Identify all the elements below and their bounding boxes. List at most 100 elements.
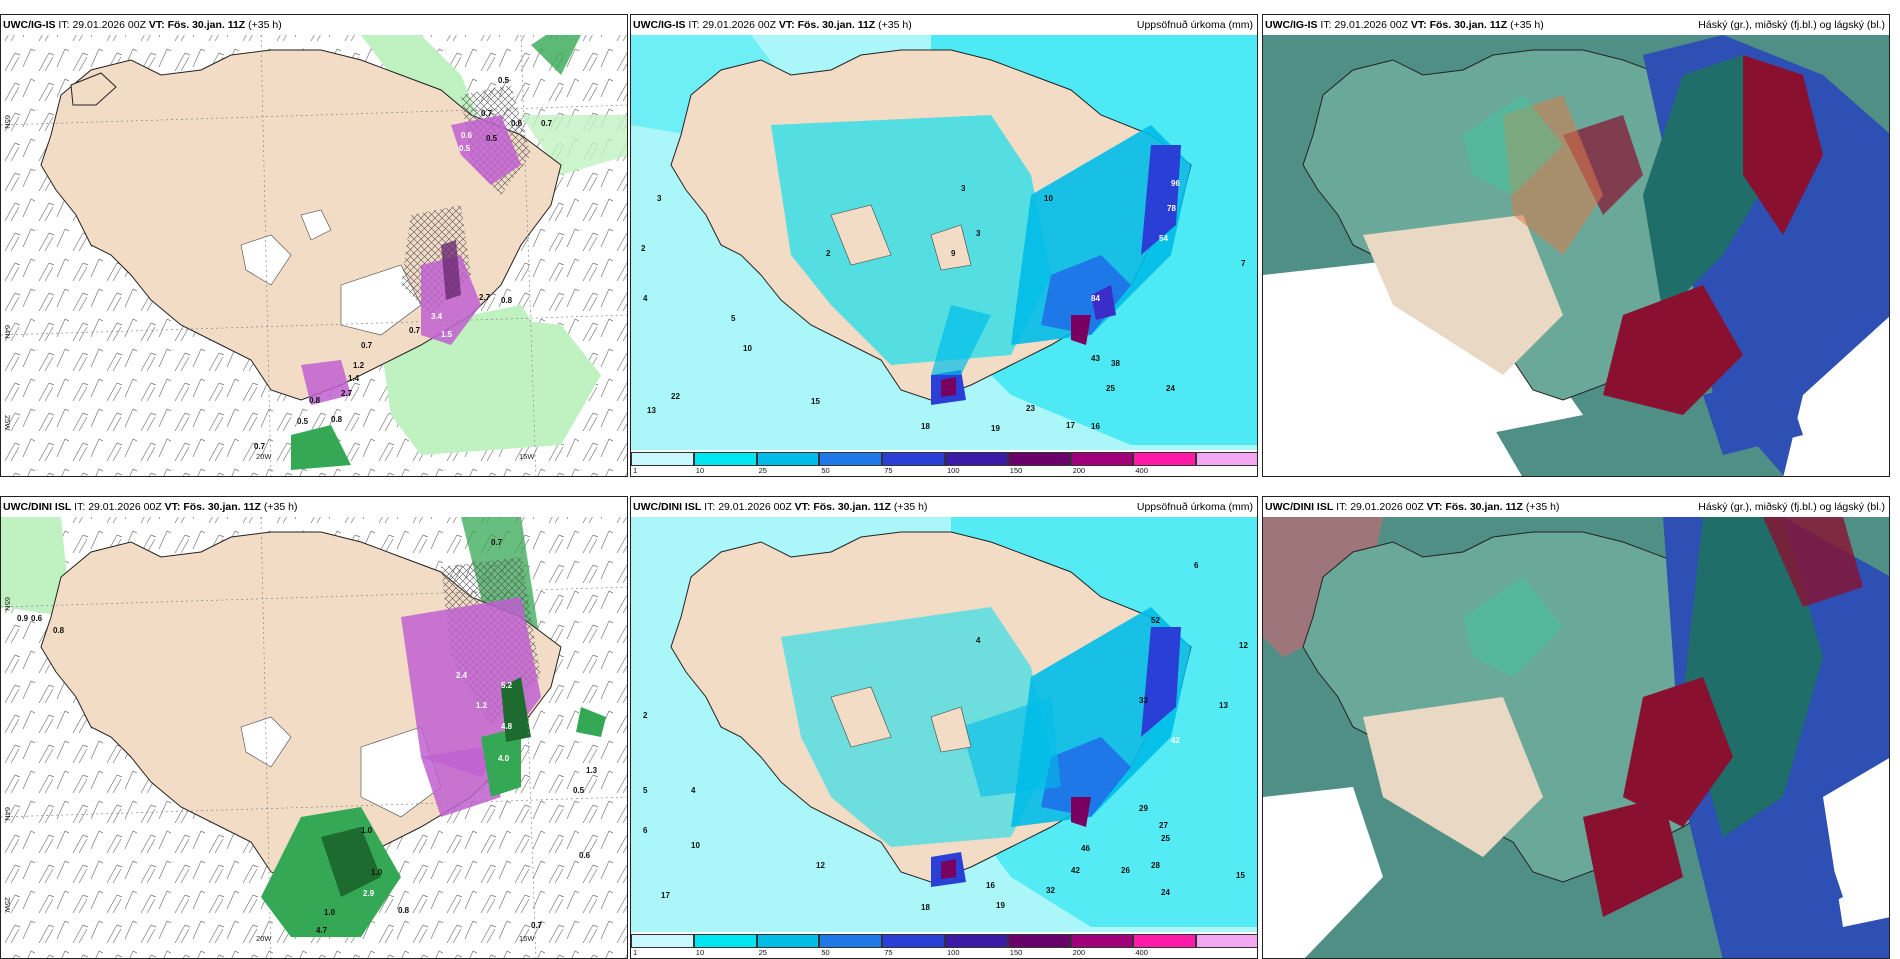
value-label: 16 [986,881,995,890]
value-label: 23 [1026,404,1035,413]
legend-swatch [819,934,883,948]
value-label: 0.5 [459,144,471,153]
legend-swatch [945,452,1008,466]
value-label: 3 [961,184,966,193]
panel-dini-clouds: UWC/DINI ISL IT: 29.01.2026 00Z VT: Fös.… [1262,496,1890,959]
panel-igis-clouds: UWC/IG-IS IT: 29.01.2026 00Z VT: Fös. 30… [1262,14,1890,477]
value-label: 4.8 [501,722,513,731]
value-label: 1.2 [476,701,488,710]
precip-legend: 1 10 25 50 75 100 150 200 400 [631,932,1257,958]
legend-swatch [631,452,694,466]
legend-swatch [1070,934,1134,948]
legend-swatch [1007,452,1071,466]
value-label: 0.7 [254,442,266,451]
value-label: 78 [1167,204,1176,213]
value-label: 28 [1151,861,1160,870]
value-label: 2.7 [479,293,491,302]
value-label: 10 [1044,194,1053,203]
value-label: 1.0 [361,826,373,835]
map-canvas [631,15,1257,476]
value-label: 17 [1066,421,1075,430]
value-label: 1.0 [324,908,336,917]
value-label: 42 [1071,866,1080,875]
value-label: 43 [1091,354,1100,363]
panel-header: UWC/DINI ISL IT: 29.01.2026 00Z VT: Fös.… [1263,497,1889,517]
value-label: 18 [921,422,930,431]
legend-label: 100 [947,466,960,475]
value-label: 0.6 [461,131,473,140]
value-label: 16 [1091,422,1100,431]
legend-label: 150 [1009,466,1023,475]
value-label: 0.8 [398,906,410,915]
legend-swatch [882,934,945,948]
value-label: 0.8 [501,296,513,305]
legend-swatch [631,934,694,948]
value-label: 3 [976,229,981,238]
panel-header: UWC/IG-IS IT: 29.01.2026 00Z VT: Fös. 30… [1,15,627,35]
value-label: 1.2 [353,361,365,370]
value-label: 6 [1194,561,1199,570]
value-label: 22 [671,392,680,401]
legend-label: 400 [1135,948,1148,957]
legend-swatch [945,934,1008,948]
value-label: 4.0 [498,754,510,763]
panel-igis-accum-precip: UWC/IG-IS IT: 29.01.2026 00Z VT: Fös. 30… [630,14,1258,477]
value-label: 0.5 [573,786,585,795]
value-label: 15 [811,397,820,406]
legend-label: 50 [821,948,830,957]
value-label: 9 [951,249,956,258]
legend-label: 10 [695,948,705,957]
value-label: 0.7 [409,326,421,335]
legend-label: 75 [884,948,893,957]
legend-swatch [819,452,883,466]
value-label: 0.7 [481,109,493,118]
value-label: 12 [816,861,825,870]
value-label: 29 [1139,804,1148,813]
value-label: 7 [1241,259,1246,268]
value-label: 17 [661,891,670,900]
legend-label: 75 [884,466,893,475]
value-label: 5 [731,314,736,323]
value-label: 0.5 [297,417,309,426]
value-label: 2.7 [341,389,353,398]
lon-label: 25W [3,415,12,431]
legend-label: 150 [1009,948,1023,957]
legend-label: 50 [821,466,830,475]
value-label: 1.5 [441,330,453,339]
value-label: 10 [691,841,700,850]
value-label: 5.2 [501,681,513,690]
value-label: 0.7 [541,119,553,128]
lon-label: 20W [256,452,272,461]
value-label: 0.5 [498,76,510,85]
legend-swatch [1070,452,1134,466]
panel-header: UWC/IG-IS IT: 29.01.2026 00Z VT: Fös. 30… [1263,15,1889,35]
lon-label: 15W [519,452,535,461]
precip-legend: 1 10 25 50 75 100 150 200 400 [631,450,1257,476]
value-label: 2.4 [456,671,468,680]
lat-label: 64N [3,325,12,339]
value-label: 4 [691,786,696,795]
value-label: 4 [643,294,648,303]
value-label: 96 [1171,179,1180,188]
legend-label: 200 [1072,948,1086,957]
value-label: 0.6 [511,119,523,128]
legend-label: 400 [1135,466,1148,475]
value-label: 0.7 [361,341,373,350]
legend-swatch [756,452,820,466]
value-label: 13 [647,406,656,415]
value-label: 5 [643,786,648,795]
value-label: 13 [1219,701,1228,710]
value-label: 42 [1171,736,1180,745]
value-label: 0.8 [53,626,65,635]
value-label: 33 [1139,696,1148,705]
map-canvas [1263,15,1889,476]
panel-header: UWC/IG-IS IT: 29.01.2026 00Z VT: Fös. 30… [631,15,1257,35]
value-label: 3.4 [431,312,443,321]
value-label: 19 [996,901,1005,910]
value-label: 25 [1161,834,1170,843]
legend-label: 25 [758,948,767,957]
value-label: 1.0 [371,868,383,877]
map-canvas [1,497,627,958]
legend-label: 25 [758,466,767,475]
legend-swatch [1196,934,1257,948]
